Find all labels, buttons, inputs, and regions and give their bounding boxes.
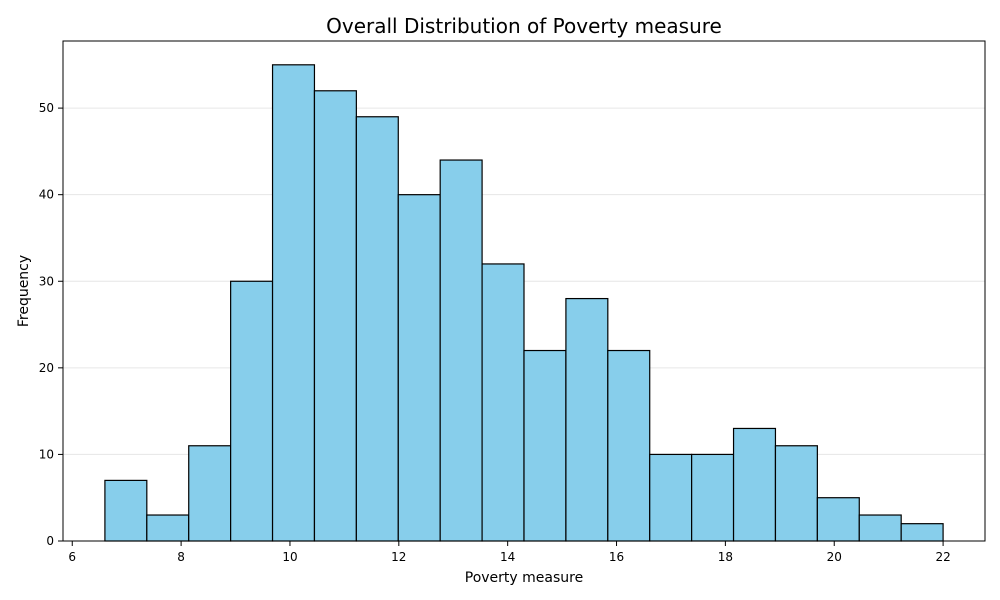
x-tick-label: 12 [391,550,406,564]
histogram-bar [355,116,399,542]
histogram-bar [816,497,860,542]
x-tick-label: 6 [68,550,76,564]
y-tick-label: 20 [39,361,54,375]
y-tick-label: 30 [39,274,54,288]
histogram-bar [313,90,357,542]
x-tick-label: 18 [718,550,733,564]
x-axis-label: Poverty measure [465,570,583,586]
histogram-bar [146,514,190,542]
y-tick-label: 40 [39,188,54,202]
histogram-bar [900,523,944,542]
x-tick-label: 14 [500,550,515,564]
x-tick-label: 8 [177,550,185,564]
x-tick-label: 10 [282,550,297,564]
x-axis-ticks: 6 8 10 12 14 16 18 20 22 [68,541,951,564]
x-tick-label: 16 [609,550,624,564]
y-tick-label: 0 [46,534,54,548]
y-axis-label: Frequency [16,255,32,327]
histogram-bar [607,349,651,542]
histogram-bar [691,453,735,542]
histogram-bar [188,445,232,542]
histogram-bar [649,453,693,542]
histogram-bar [230,280,274,542]
histogram-bar [523,349,567,542]
histogram-bar [271,64,316,542]
histogram-bar [481,263,525,542]
histogram-bar [439,159,483,542]
histogram-bar [565,297,609,542]
x-tick-label: 20 [827,550,842,564]
histogram-bar [397,194,441,542]
y-tick-label: 10 [39,447,54,461]
histogram-bar [104,479,148,542]
histogram-bar [732,427,777,542]
histogram-bar [858,514,902,542]
x-tick-label: 22 [935,550,950,564]
histogram-bar [774,445,818,542]
y-tick-label: 50 [39,101,54,115]
plot-frame [62,40,986,542]
chart-title: Overall Distribution of Poverty measure [326,14,722,38]
histogram-bars [104,64,944,542]
y-axis-ticks: 0 10 20 30 40 50 [39,101,63,548]
